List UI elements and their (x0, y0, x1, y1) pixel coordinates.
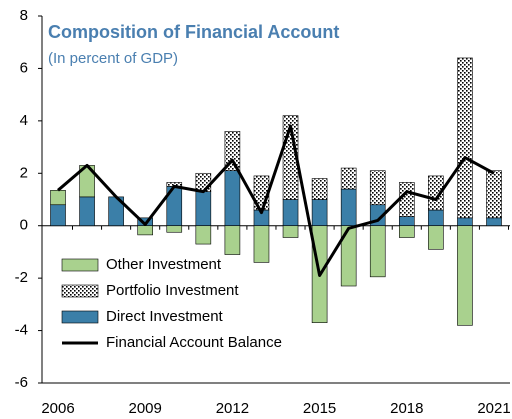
bar (282, 225, 299, 238)
bar (195, 225, 212, 245)
y-tick-label: 6 (20, 59, 28, 76)
bar (369, 225, 386, 278)
x-tick-label: 2021 (477, 400, 510, 417)
bar (398, 182, 415, 217)
bar (398, 225, 415, 238)
x-tick-label: 2009 (129, 400, 162, 417)
bar (428, 225, 444, 250)
balance-line (57, 124, 495, 278)
chart-subtitle: (In percent of GDP) (48, 50, 178, 67)
y-tick-label: -2 (15, 269, 28, 286)
y-tick-label: -4 (15, 322, 28, 339)
legend-label: Direct Investment (106, 308, 224, 325)
x-tick-label: 2006 (41, 400, 74, 417)
bar (50, 190, 66, 206)
legend-swatch (61, 310, 99, 324)
bar (340, 225, 357, 287)
bar (224, 131, 241, 171)
bar (486, 217, 502, 227)
y-tick-label: 4 (20, 112, 28, 129)
bar (195, 172, 212, 192)
y-tick-label: 8 (20, 7, 28, 24)
legend-swatch (61, 284, 99, 298)
y-tick-label: 0 (20, 217, 28, 234)
bar (486, 170, 502, 219)
bar (195, 191, 212, 227)
bar (398, 216, 415, 227)
legend-label: Other Investment (106, 256, 222, 273)
bar (428, 175, 444, 211)
y-tick-label: -6 (15, 374, 28, 391)
legend-label: Portfolio Investment (106, 282, 239, 299)
x-tick-label: 2015 (303, 400, 336, 417)
bar (166, 225, 183, 233)
bar (282, 199, 299, 227)
bar (457, 217, 473, 227)
bar (340, 188, 357, 227)
bar (311, 178, 328, 200)
bar (457, 225, 473, 326)
bar (224, 225, 241, 255)
bar (50, 204, 66, 227)
chart-title: Composition of Financial Account (48, 22, 339, 42)
x-tick-label: 2018 (390, 400, 423, 417)
legend-label: Financial Account Balance (106, 334, 282, 351)
y-tick-label: 2 (20, 164, 28, 181)
bar (79, 196, 95, 227)
bar (137, 225, 153, 236)
bar (369, 170, 386, 206)
bar (311, 199, 328, 227)
bar (428, 209, 444, 227)
bar (253, 225, 270, 263)
bar (340, 167, 357, 190)
legend-swatch (61, 258, 99, 272)
bar (224, 170, 241, 227)
bar (457, 57, 473, 219)
x-tick-label: 2012 (216, 400, 249, 417)
